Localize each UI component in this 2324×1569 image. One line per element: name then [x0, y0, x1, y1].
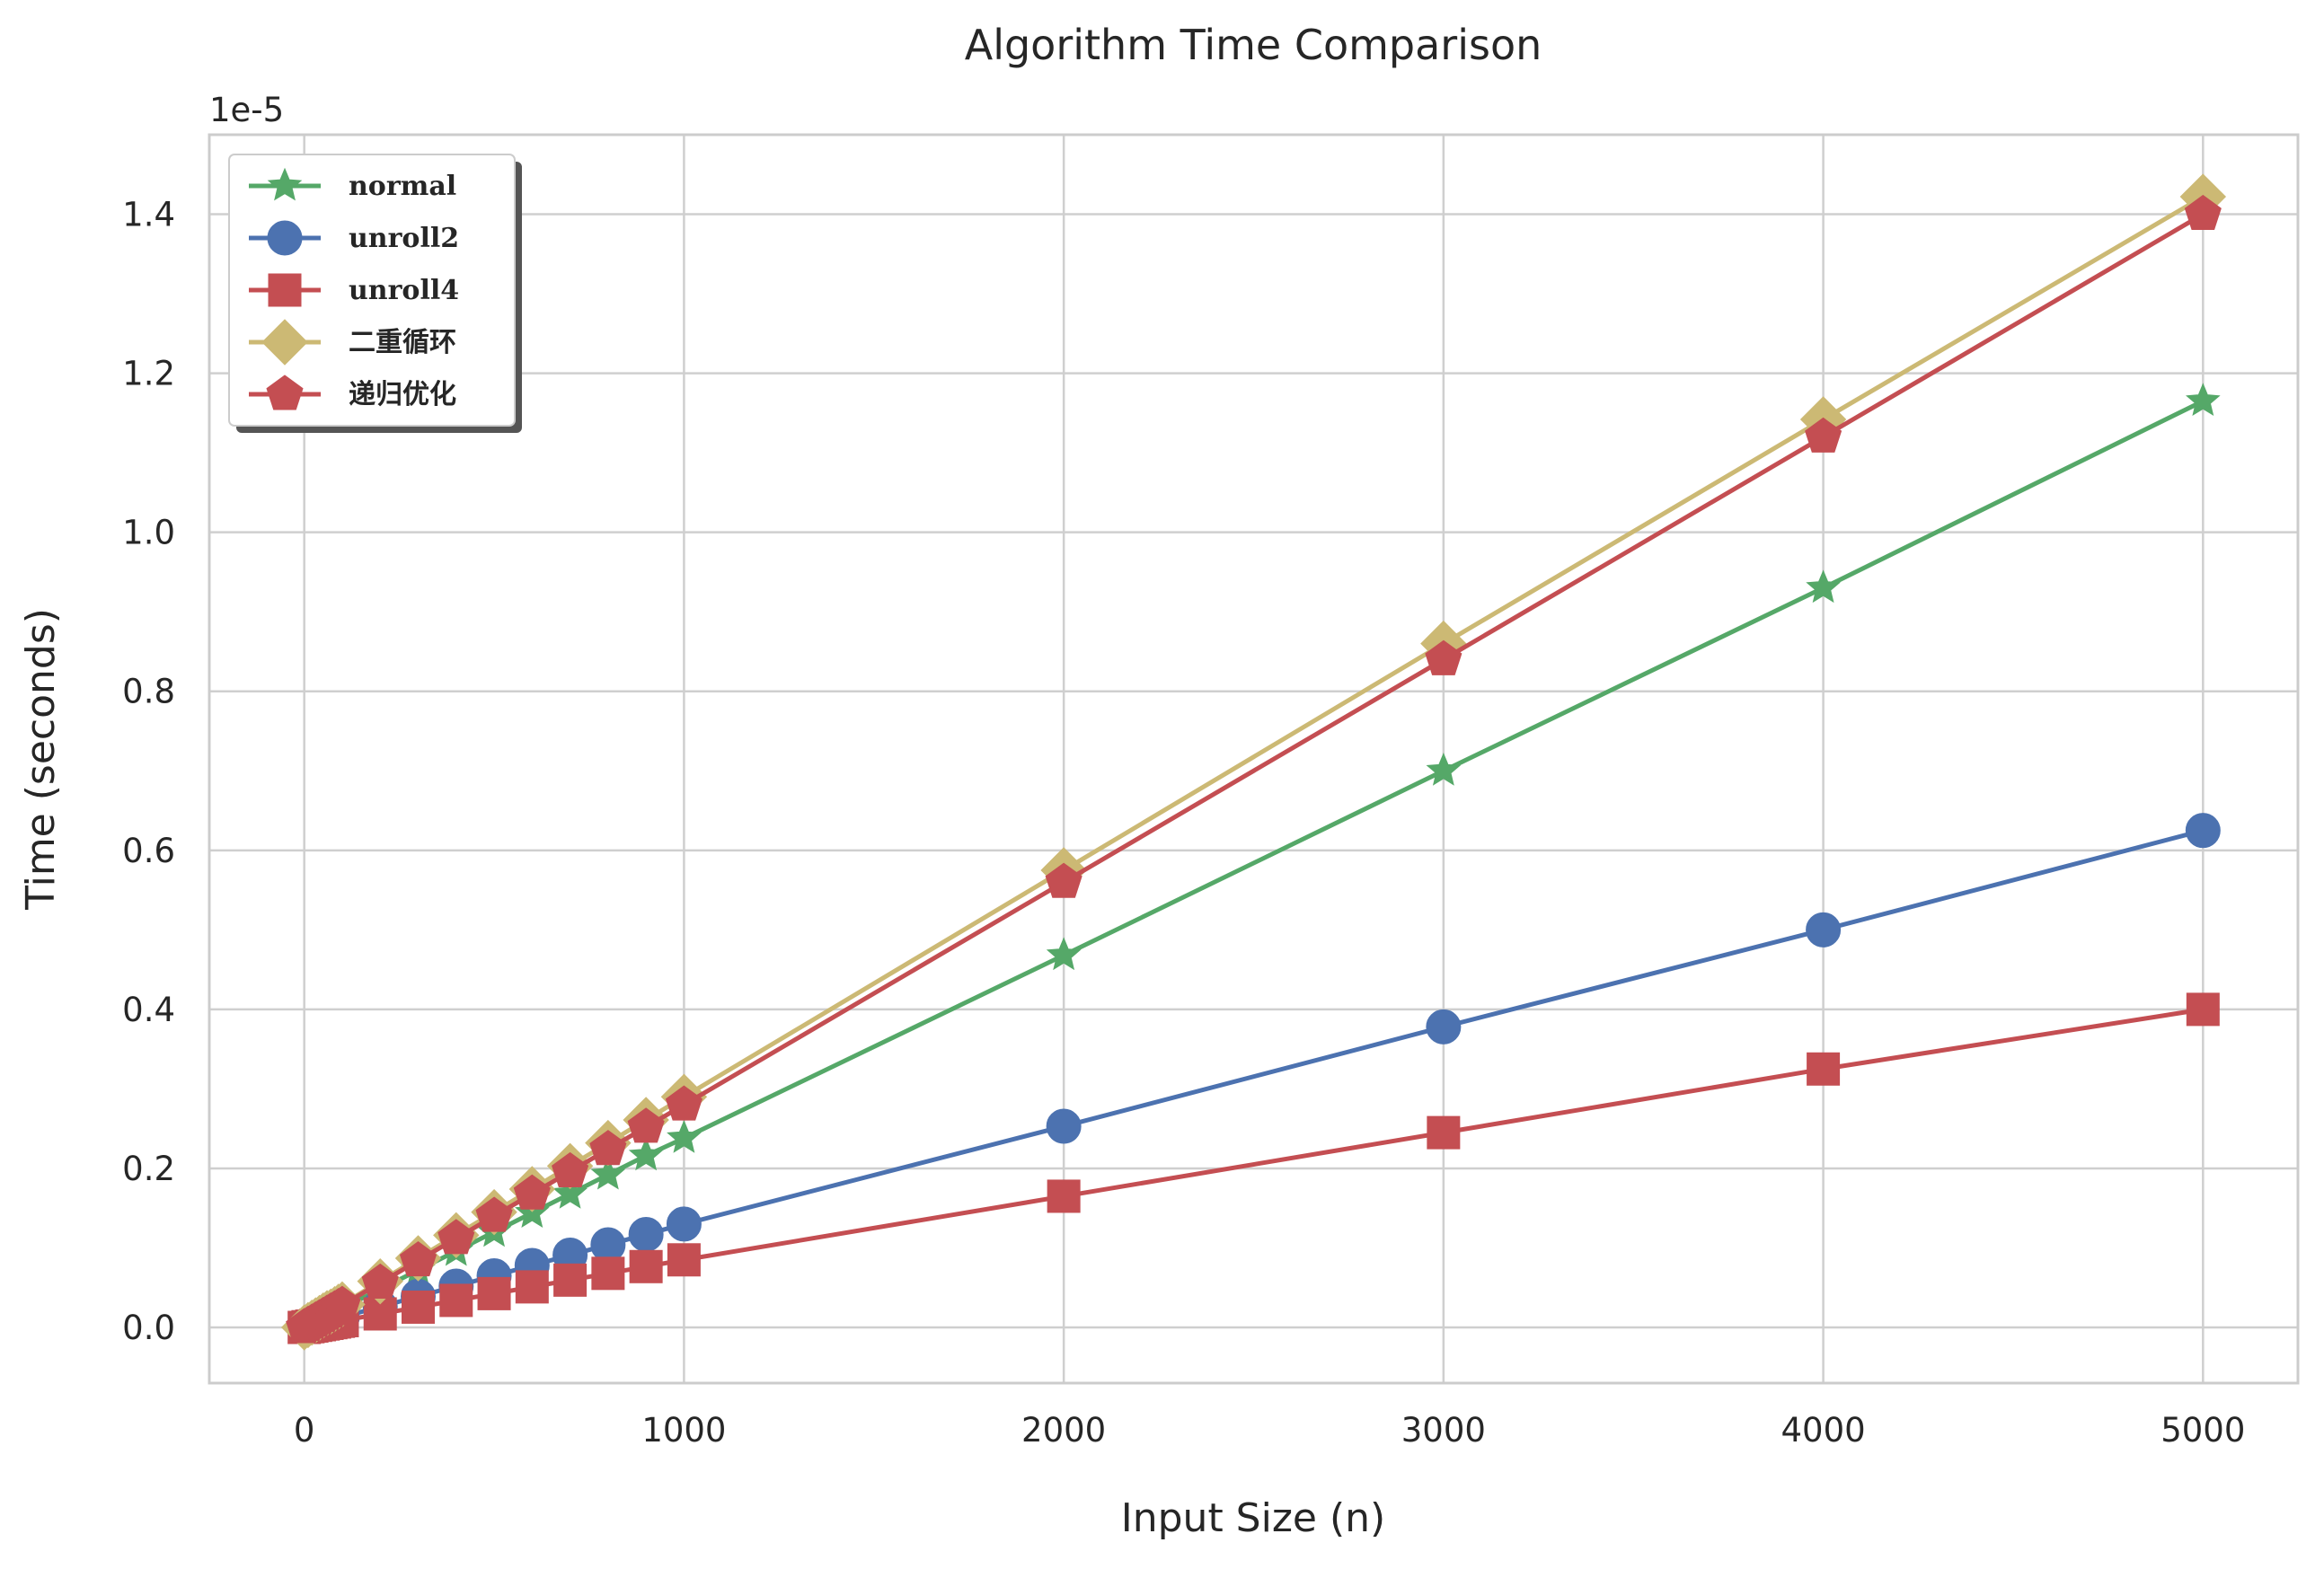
y-axis-label: Time (seconds) — [18, 608, 64, 911]
data-point — [439, 1283, 473, 1318]
data-point — [1045, 862, 1082, 898]
y-tick-label: 1.2 — [122, 355, 175, 393]
data-point — [475, 1196, 513, 1232]
series-line — [303, 194, 2205, 1330]
legend-label: unroll2 — [349, 223, 459, 254]
data-point — [399, 1241, 437, 1277]
data-point — [591, 1256, 625, 1291]
x-axis-label: Input Size (n) — [1121, 1495, 1385, 1541]
data-point — [629, 1249, 663, 1283]
data-point — [628, 1137, 664, 1171]
plot-frame — [208, 133, 2300, 1385]
data-point — [590, 1227, 626, 1263]
legend-label: unroll4 — [349, 275, 459, 306]
data-point — [553, 1263, 588, 1297]
data-point — [1047, 1179, 1081, 1213]
data-point — [1807, 1052, 1841, 1086]
data-point — [589, 1130, 627, 1166]
data-point — [665, 1085, 703, 1121]
series-line — [304, 828, 2204, 1330]
data-point — [667, 1243, 701, 1277]
series-layer — [280, 173, 2227, 1351]
legend-item: 递归优化 — [249, 375, 456, 410]
data-point — [628, 1216, 664, 1252]
data-point — [1426, 1009, 1462, 1045]
data-point — [1425, 639, 1462, 675]
data-point — [2185, 813, 2221, 849]
legend-label: normal — [349, 171, 456, 202]
y-tick-label: 1.4 — [122, 196, 175, 234]
x-tick-label: 3000 — [1401, 1411, 1486, 1450]
data-point — [363, 1297, 397, 1331]
x-tick-label: 0 — [294, 1411, 315, 1450]
x-tick-label: 1000 — [641, 1411, 726, 1450]
y-tick-label: 1.0 — [122, 514, 175, 552]
chart-title: Algorithm Time Comparison — [965, 21, 1542, 69]
data-point — [552, 1151, 589, 1187]
data-point — [477, 1276, 511, 1310]
legend-label: 递归优化 — [349, 379, 456, 410]
data-point — [513, 1174, 551, 1210]
data-point — [667, 1120, 702, 1153]
legend-marker — [266, 375, 304, 410]
legend-item: unroll4 — [249, 273, 459, 307]
data-point — [1426, 752, 1462, 786]
legend-box — [228, 154, 516, 427]
data-point — [1046, 1108, 1082, 1144]
legend-item: 二重循环 — [249, 319, 456, 366]
data-point — [2184, 194, 2222, 231]
series-line — [303, 212, 2205, 1330]
y-tick-label: 0.4 — [122, 991, 175, 1029]
data-point — [1427, 1115, 1461, 1150]
legend-item: unroll2 — [249, 220, 459, 256]
legend-item: normal — [249, 167, 456, 202]
data-point — [1046, 937, 1082, 971]
data-point — [1805, 417, 1842, 453]
data-point — [515, 1270, 549, 1304]
legend-marker — [268, 273, 302, 307]
data-point — [552, 1175, 588, 1209]
y-tick-label: 0.8 — [122, 673, 175, 711]
data-point — [1806, 569, 1841, 604]
y-tick-label: 0.0 — [122, 1309, 175, 1347]
legend-marker — [267, 220, 303, 256]
y-offset-label: 1e-5 — [209, 91, 284, 129]
data-point — [437, 1219, 475, 1255]
data-point — [590, 1156, 626, 1190]
series-line — [303, 399, 2205, 1330]
series-5 — [286, 194, 2222, 1344]
y-tick-labels: 0.0 0.2 0.4 0.6 0.8 1.0 1.2 1.4 — [122, 196, 175, 1347]
legend-marker — [261, 319, 308, 366]
grid — [209, 135, 2298, 1383]
data-point — [2186, 383, 2221, 417]
x-tick-label: 4000 — [1781, 1411, 1866, 1450]
x-tick-labels: 0 1000 2000 3000 4000 5000 — [294, 1411, 2245, 1450]
series-1 — [287, 383, 2221, 1343]
data-point — [2186, 992, 2220, 1027]
x-tick-label: 2000 — [1021, 1411, 1106, 1450]
data-point — [361, 1263, 399, 1299]
x-tick-label: 5000 — [2161, 1411, 2245, 1450]
data-point — [666, 1206, 702, 1242]
data-point — [402, 1290, 435, 1324]
legend-marker — [267, 167, 303, 201]
data-point — [323, 1285, 361, 1321]
y-tick-label: 0.2 — [122, 1150, 175, 1188]
data-point — [627, 1107, 665, 1143]
data-point — [1806, 912, 1842, 948]
y-tick-label: 0.6 — [122, 832, 175, 870]
legend-label: 二重循环 — [349, 327, 456, 358]
